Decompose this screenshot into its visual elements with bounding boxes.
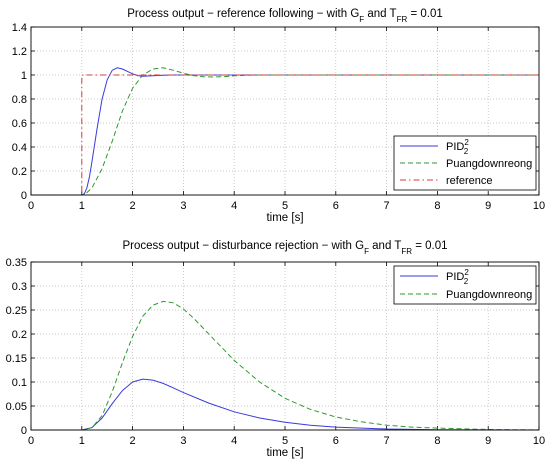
- legend-box: [393, 265, 537, 305]
- y-tick-label: 0.8: [12, 94, 27, 106]
- y-tick-label: 0: [21, 425, 27, 437]
- x-tick-label: 0: [28, 435, 34, 447]
- x-tick-label: 6: [333, 435, 339, 447]
- x-tick-label: 8: [434, 200, 440, 212]
- x-tick-label: 10: [533, 435, 545, 447]
- series-line-puangdownreong: [31, 300, 540, 431]
- legend-label-text: Puangdownreong: [446, 158, 532, 170]
- chart-title: Process output − reference following − w…: [127, 8, 443, 24]
- title-text: Process output − reference following − w…: [127, 8, 359, 20]
- y-tick-label: 0.1: [12, 377, 27, 389]
- legend-label-text: reference: [446, 175, 492, 187]
- x-tick-label: 5: [282, 200, 288, 212]
- y-tick-label: 0.05: [6, 401, 27, 413]
- legend-label-subscript: 2: [464, 147, 469, 156]
- legend-label: PID2 2: [446, 138, 469, 156]
- x-tick-label: 7: [384, 200, 390, 212]
- chart-1: Process output − reference following − w…: [12, 8, 545, 224]
- x-tick-label: 3: [180, 200, 186, 212]
- y-tick-label: 0.35: [6, 257, 27, 269]
- x-tick-label: 4: [231, 200, 237, 212]
- x-tick-label: 9: [485, 435, 491, 447]
- x-tick-label: 2: [130, 435, 136, 447]
- x-axis-label: time [s]: [266, 447, 303, 459]
- y-tick-label: 1.4: [12, 22, 27, 34]
- x-tick-label: 5: [282, 435, 288, 447]
- x-tick-label: 4: [231, 435, 237, 447]
- x-tick-label: 0: [28, 200, 34, 212]
- x-axis-label: time [s]: [266, 212, 303, 224]
- title-text: = 0.01: [412, 240, 448, 252]
- x-tick-label: 10: [533, 200, 545, 212]
- title-subscript: F: [359, 15, 364, 24]
- x-tick-label: 1: [79, 435, 85, 447]
- plot-frame: [30, 26, 540, 196]
- y-tick-label: 0: [21, 190, 27, 202]
- legend-label-superscript: 2: [464, 138, 469, 147]
- legend-label: Puangdownreong: [446, 158, 532, 170]
- series-line-reference: [31, 74, 539, 196]
- legend-label: PID2 2: [446, 268, 469, 286]
- legend-label-text: Puangdownreong: [446, 289, 532, 301]
- series-line-pid: [31, 378, 540, 431]
- x-tick-label: 3: [180, 435, 186, 447]
- legend-label-superscript: 2: [464, 268, 469, 277]
- title-text: and T: [369, 240, 401, 252]
- legend-label-text: PID: [446, 141, 464, 153]
- y-tick-label: 0.6: [12, 118, 27, 130]
- x-tick-label: 8: [434, 435, 440, 447]
- chart-2: Process output − disturbance rejection −…: [6, 240, 546, 459]
- plot-frame: [30, 261, 540, 431]
- legend-label-subscript: 2: [464, 277, 469, 286]
- x-tick-label: 1: [79, 200, 85, 212]
- title-subscript: F: [364, 247, 369, 256]
- y-tick-label: 0.2: [12, 329, 27, 341]
- legend-label: reference: [446, 175, 492, 187]
- legend: PID2 2 Puangdownreong: [393, 265, 537, 305]
- legend: PID2 2 Puangdownreong reference: [393, 135, 537, 191]
- y-tick-label: 0.25: [6, 305, 27, 317]
- y-tick-label: 0.2: [12, 166, 27, 178]
- x-tick-label: 6: [333, 200, 339, 212]
- legend-label-text: PID: [446, 271, 464, 283]
- y-tick-label: 1: [21, 70, 27, 82]
- series-line-puangdownreong: [31, 67, 539, 196]
- x-tick-label: 9: [485, 200, 491, 212]
- chart-title: Process output − disturbance rejection −…: [122, 240, 447, 256]
- title-text: = 0.01: [407, 8, 443, 20]
- y-tick-label: 0.3: [12, 281, 27, 293]
- legend-label: Puangdownreong: [446, 289, 532, 301]
- title-subscript: FR: [397, 15, 408, 24]
- x-tick-label: 7: [384, 435, 390, 447]
- y-tick-label: 0.4: [12, 142, 27, 154]
- title-subscript: FR: [401, 247, 412, 256]
- series-line-pid: [31, 67, 539, 196]
- y-tick-label: 1.2: [12, 46, 27, 58]
- x-tick-label: 2: [130, 200, 136, 212]
- title-text: Process output − disturbance rejection −…: [122, 240, 364, 252]
- title-text: and T: [364, 8, 396, 20]
- y-tick-label: 0.15: [6, 353, 27, 365]
